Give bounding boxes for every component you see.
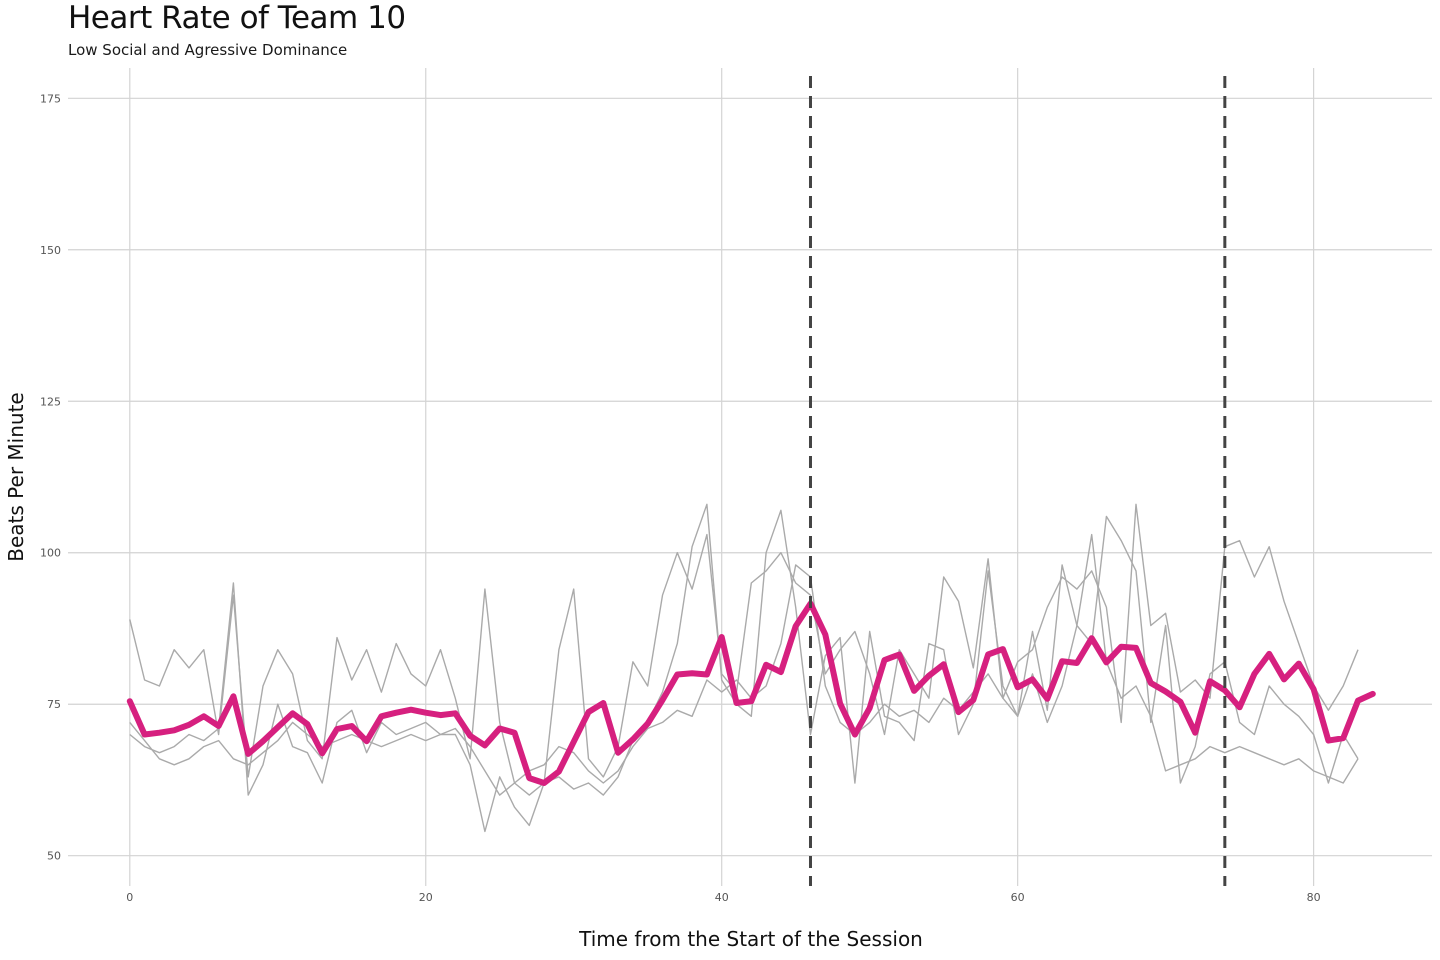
- member-heart-rate-line: [129, 503, 1359, 796]
- y-tick-label: 75: [47, 698, 61, 711]
- y-tick-label: 100: [40, 547, 61, 560]
- x-tick-label: 60: [1011, 891, 1025, 904]
- y-tick-label: 150: [40, 244, 61, 257]
- y-tick-label: 175: [40, 92, 61, 105]
- member-heart-rate-line: [129, 533, 1359, 796]
- member-heart-rate-line: [129, 503, 1359, 833]
- y-tick-label: 50: [47, 850, 61, 863]
- x-axis-label: Time from the Start of the Session: [579, 927, 923, 951]
- team-mean-heart-rate-line: [126, 600, 1376, 786]
- x-tick-label: 20: [419, 891, 433, 904]
- x-tick-label: 0: [126, 891, 133, 904]
- x-tick-label: 80: [1307, 891, 1321, 904]
- chart-subtitle: Low Social and Agressive Dominance: [68, 41, 348, 59]
- member-series: [129, 503, 1359, 833]
- grid: [68, 68, 1432, 886]
- x-tick-label: 40: [715, 891, 729, 904]
- event-lines: [808, 76, 1227, 886]
- team-mean-series: [126, 600, 1376, 786]
- tick-labels: 50 75 100 125 150 175 0 20 40 60 80: [40, 92, 1321, 904]
- y-tick-label: 125: [40, 395, 61, 408]
- chart-title: Heart Rate of Team 10: [68, 0, 406, 36]
